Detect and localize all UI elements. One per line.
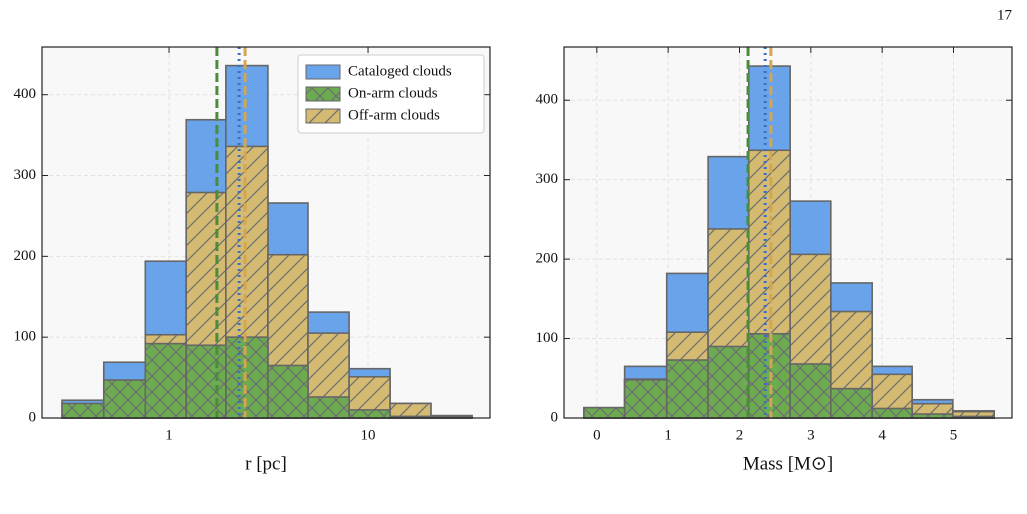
legend-label: Off-arm clouds — [348, 107, 440, 123]
legend-swatch — [305, 108, 341, 124]
y-tick-label: 400 — [14, 86, 37, 102]
bar — [789, 363, 832, 419]
bar — [225, 336, 269, 419]
x-tick-label: 0 — [593, 427, 601, 443]
y-tick-label: 200 — [536, 251, 559, 267]
y-tick-label: 300 — [14, 167, 37, 183]
legend-label: Cataloged clouds — [348, 63, 452, 79]
bar — [61, 402, 105, 419]
x-axis-label: r [pc] — [245, 453, 287, 474]
bar — [185, 344, 227, 419]
legend-label: On-arm clouds — [348, 85, 438, 101]
bar — [144, 342, 188, 419]
bar — [830, 387, 873, 419]
bar — [267, 364, 309, 419]
bar — [583, 406, 626, 419]
x-tick-label: 5 — [950, 427, 958, 443]
y-tick-label: 100 — [536, 330, 559, 346]
x-axis-label: Mass [M⊙] — [743, 453, 833, 474]
x-tick-label: 10 — [361, 427, 376, 443]
bar — [665, 359, 709, 419]
axes-frame — [41, 46, 491, 419]
bar — [707, 345, 750, 419]
bar — [348, 409, 391, 419]
legend-box — [297, 54, 485, 134]
bar — [307, 396, 350, 419]
x-tick-label: 2 — [736, 427, 744, 443]
axes-frame — [563, 46, 1013, 419]
y-tick-label: 400 — [536, 92, 559, 108]
x-tick-label: 3 — [807, 427, 815, 443]
bar — [102, 379, 147, 419]
y-tick-label: 0 — [551, 409, 559, 425]
y-tick-label: 300 — [536, 171, 559, 187]
x-tick-label: 1 — [165, 427, 173, 443]
bar — [623, 379, 668, 419]
x-tick-label: 4 — [878, 427, 886, 443]
page-number: 17 — [997, 7, 1013, 23]
y-tick-label: 100 — [14, 329, 37, 345]
legend-swatch — [305, 86, 341, 102]
y-tick-label: 0 — [29, 409, 37, 425]
y-tick-label: 200 — [14, 248, 37, 264]
legend-swatch — [305, 64, 341, 80]
bar — [871, 407, 913, 419]
x-tick-label: 1 — [664, 427, 672, 443]
